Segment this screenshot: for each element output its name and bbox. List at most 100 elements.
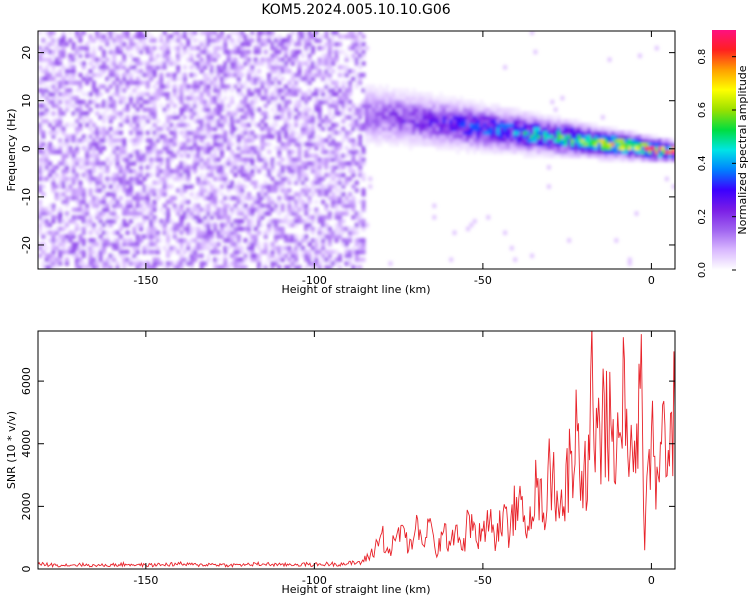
heatmap-cell [321,92,326,97]
heatmap-cell [220,172,224,178]
heatmap-cell [580,122,585,128]
heatmap-cell [378,122,383,128]
heatmap-cell [668,149,673,155]
heatmap-cell [422,122,427,128]
heatmap-cell [435,130,440,135]
heatmap-cell [253,107,258,112]
heatmap-cell [223,49,228,55]
heatmap-cell [48,61,53,66]
heatmap-cell [472,115,477,120]
heatmap-cell [54,88,59,93]
heatmap-cell [243,103,248,109]
heatmap-cell [637,142,642,147]
heatmap-cell [449,99,454,105]
heatmap-cell [48,76,53,82]
heatmap-cell [186,226,191,232]
heatmap-cell [368,134,373,139]
heatmap-cell [209,195,214,201]
heatmap-cell [284,238,289,243]
heatmap-cell [145,203,150,209]
heatmap-cell [435,118,440,124]
heatmap-cell [348,130,353,135]
heatmap-cell [41,184,46,189]
heatmap-cell [78,207,83,212]
heatmap-cell [499,149,504,155]
heatmap-cell [44,92,49,97]
heatmap-cell [98,199,103,205]
heatmap-cell [236,80,241,85]
heatmap-cell [553,122,558,128]
heatmap-cell [51,245,56,251]
heatmap-cell [321,257,326,262]
heatmap-cell [348,92,353,97]
heatmap-cell [98,126,103,132]
heatmap-cell [651,149,656,155]
heatmap-cell [567,145,572,151]
heatmap-cell [206,211,211,216]
heatmap-cell [284,92,289,97]
heatmap-cell [331,34,336,39]
heatmap-cell [199,61,204,66]
heatmap-cell [337,226,342,232]
heatmap-cell [280,95,285,101]
heatmap-cell [236,142,241,147]
heatmap-cell [172,38,177,43]
heatmap-cell [159,92,164,97]
heatmap-cell [351,115,356,120]
heatmap-cell [402,107,406,112]
heatmap-cell [385,99,390,105]
heatmap-cell [321,192,326,197]
heatmap-cell [466,107,471,112]
heatmap-cell [290,172,295,178]
snr-x-tick-label: -150 [133,574,158,587]
heatmap-cell [78,84,83,89]
heatmap-cell [172,45,177,51]
heatmap-cell [149,192,154,197]
heatmap-cell [533,111,538,116]
heatmap-cell [496,126,501,132]
heatmap-cell [311,130,315,135]
heatmap-cell [206,34,211,39]
heatmap-cell [193,195,198,201]
heatmap-cell [169,249,174,255]
heatmap-cell [351,111,356,116]
heatmap-cell [317,261,322,266]
heatmap-cell [132,57,137,62]
heatmap-cell [162,145,167,151]
heatmap-cell [196,234,201,239]
heatmap-cell [523,126,528,132]
heatmap-cell [139,226,144,232]
heatmap-cell [297,38,302,43]
heatmap-cell [368,126,373,132]
heatmap-cell [442,122,447,128]
heatmap-cell [290,149,295,155]
heatmap-cell [118,99,123,105]
heatmap-cell [122,57,127,62]
heatmap-cell [213,184,218,189]
heatmap-cell [236,261,241,266]
heatmap-cell [220,176,224,182]
heatmap-cell [307,34,312,39]
heatmap-cell [358,165,363,170]
heatmap-cell [439,130,444,135]
heatmap-cell [129,188,133,193]
heatmap-cell [398,138,403,143]
heatmap-cell [186,184,191,189]
heatmap-cell [300,95,305,101]
heatmap-cell [317,165,322,170]
heatmap-cell [560,130,565,135]
heatmap-cell [489,122,494,128]
heatmap-cell [139,157,144,162]
heatmap-cell [203,126,208,132]
heatmap-cell [108,134,113,139]
heatmap-cell [270,107,275,112]
heatmap-cell [536,142,541,147]
heatmap-cell [48,145,53,151]
heatmap-cell [149,222,154,228]
heatmap-cell [98,211,103,216]
heatmap-cell [499,126,504,132]
heatmap-cell [287,38,292,43]
heatmap-cell [209,230,214,235]
heatmap-cell [149,34,154,39]
heatmap-cell [388,122,393,128]
